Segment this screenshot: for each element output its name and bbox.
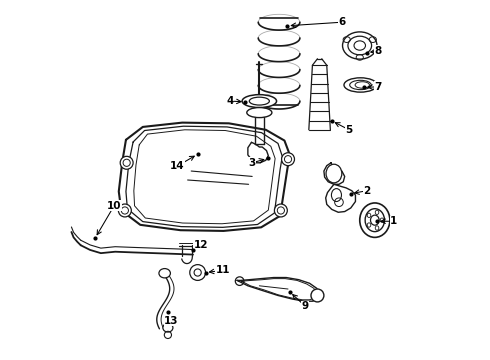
Ellipse shape	[159, 269, 171, 278]
Ellipse shape	[274, 204, 287, 217]
Text: 13: 13	[164, 316, 179, 325]
Ellipse shape	[120, 156, 133, 169]
Text: 12: 12	[194, 240, 209, 250]
Text: 5: 5	[345, 125, 353, 135]
Text: 6: 6	[338, 17, 345, 27]
Text: 10: 10	[107, 201, 122, 211]
Text: 3: 3	[248, 158, 256, 168]
Ellipse shape	[247, 108, 272, 118]
Ellipse shape	[282, 153, 294, 166]
Text: 2: 2	[363, 186, 370, 196]
Ellipse shape	[343, 32, 377, 59]
Ellipse shape	[119, 204, 131, 217]
Text: 9: 9	[302, 301, 309, 311]
Ellipse shape	[311, 289, 324, 302]
Text: 8: 8	[375, 46, 382, 56]
Text: 11: 11	[216, 265, 230, 275]
Ellipse shape	[163, 323, 173, 332]
Ellipse shape	[190, 265, 205, 280]
Text: 4: 4	[226, 96, 234, 106]
Text: 1: 1	[390, 216, 397, 226]
Ellipse shape	[326, 164, 342, 183]
Text: 7: 7	[375, 82, 382, 92]
Ellipse shape	[344, 78, 377, 92]
Ellipse shape	[360, 203, 390, 237]
Text: 14: 14	[170, 161, 184, 171]
Ellipse shape	[242, 95, 276, 108]
